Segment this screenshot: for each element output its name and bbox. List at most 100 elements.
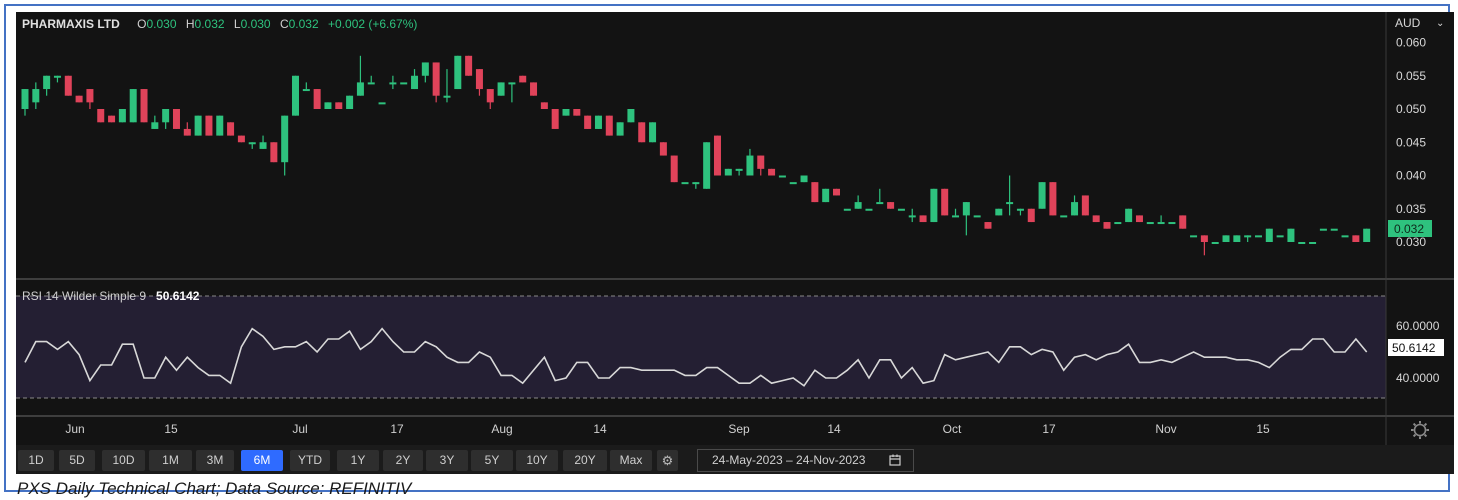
candle	[692, 182, 700, 189]
price-tick-label: 0.045	[1396, 135, 1426, 149]
candle-body	[86, 89, 94, 103]
timeframe-button-1m[interactable]: 1M	[149, 450, 192, 471]
candle-body	[1168, 222, 1176, 225]
candle-body	[1276, 235, 1284, 238]
timeframe-button-20y[interactable]: 20Y	[563, 450, 607, 471]
candle	[227, 122, 235, 136]
timeframe-button-max[interactable]: Max	[610, 450, 652, 471]
candle	[962, 202, 970, 236]
candle	[941, 188, 949, 216]
candle	[1363, 228, 1371, 242]
timeframe-button-10d[interactable]: 10D	[102, 450, 145, 471]
timeframe-button-1d[interactable]: 1D	[18, 450, 54, 471]
candle-body	[400, 82, 408, 85]
candle-body	[346, 95, 354, 109]
candle	[378, 102, 386, 105]
time-tick-label: Aug	[491, 422, 512, 436]
timeframe-button-6m[interactable]: 6M	[241, 450, 283, 471]
chart-area[interactable]: 0.060 0.055 0.050 0.045 0.040 0.035 0.030 60.0…	[16, 12, 1454, 474]
candle-body	[216, 115, 224, 136]
candle	[108, 115, 116, 123]
candle	[324, 102, 332, 109]
candle-body	[897, 208, 905, 211]
timeframe-toolbar: 1D 5D 10D 1M 3M 6M YTD 1Y 2Y 3Y 5Y 10Y 20Y Max ⚙ 24-M…	[16, 445, 1454, 474]
candle-body	[454, 55, 462, 90]
candle-body	[519, 75, 527, 83]
timeframe-button-3y[interactable]: 3Y	[426, 450, 468, 471]
candle-body	[995, 208, 1003, 216]
candle	[454, 55, 462, 90]
candle-body	[43, 75, 51, 90]
candle	[930, 188, 938, 223]
settings-icon: ⚙	[661, 453, 674, 468]
candle-body	[768, 168, 776, 176]
last-price-label: 0.032	[1394, 222, 1424, 236]
candle	[486, 89, 494, 109]
toolbar-settings-button[interactable]: ⚙	[657, 450, 678, 471]
candle	[140, 89, 148, 123]
candle-body	[140, 89, 148, 123]
candle-body	[97, 109, 105, 123]
candle-body	[53, 75, 61, 78]
candle-body	[757, 155, 765, 169]
candle	[1233, 235, 1241, 242]
candle-body	[205, 115, 213, 136]
candle-body	[843, 208, 851, 211]
candle	[952, 208, 960, 218]
candle	[53, 75, 61, 83]
candle	[335, 102, 343, 109]
candle	[822, 188, 830, 203]
candle-body	[1103, 222, 1111, 229]
high-value: 0.032	[194, 17, 225, 31]
candle	[778, 175, 786, 178]
rsi-legend: RSI 14 Wilder Simple 9 50.6142	[22, 289, 199, 303]
settings-gear-icon[interactable]	[1411, 421, 1429, 439]
timeframe-button-5d[interactable]: 5D	[59, 450, 95, 471]
candle-body	[21, 89, 29, 109]
candle-body	[616, 122, 624, 136]
candle-body	[1363, 228, 1371, 242]
candle-body	[1081, 195, 1089, 216]
candle-body	[703, 142, 711, 189]
timeframe-button-2y[interactable]: 2Y	[383, 450, 423, 471]
candle	[118, 109, 126, 123]
date-range-picker[interactable]: 24-May-2023 – 24-Nov-2023	[697, 449, 914, 472]
candle	[681, 182, 689, 185]
candle-body	[800, 175, 808, 183]
candle	[573, 109, 581, 116]
candle-body	[681, 182, 689, 185]
candle-body	[497, 82, 505, 96]
currency-selector[interactable]: AUD ⌄	[1395, 16, 1444, 30]
candle	[735, 168, 743, 176]
candle	[1222, 235, 1230, 242]
candle-body	[108, 115, 116, 123]
timeframe-button-ytd[interactable]: YTD	[290, 450, 330, 471]
candle	[475, 69, 483, 96]
candle	[833, 188, 840, 196]
candle-body	[270, 142, 278, 163]
timeframe-button-1y[interactable]: 1Y	[337, 450, 379, 471]
price-chart-svg[interactable]: 0.060 0.055 0.050 0.045 0.040 0.035 0.030 60.0…	[16, 12, 1454, 445]
candle-body	[1298, 242, 1306, 244]
timeframe-button-5y[interactable]: 5Y	[471, 450, 513, 471]
price-tick-label: 0.055	[1396, 69, 1426, 83]
candle-body	[1146, 222, 1154, 225]
candle-body	[789, 182, 797, 185]
candle	[270, 142, 278, 163]
candle-body	[1211, 242, 1219, 244]
candle-body	[649, 122, 657, 143]
candle	[302, 82, 310, 92]
candle-body	[75, 95, 83, 103]
candle-body	[281, 115, 289, 163]
time-tick-label: 15	[1256, 422, 1270, 436]
candle-body	[1006, 202, 1014, 205]
rsi-axis: 60.0000 40.0000	[1396, 319, 1440, 385]
price-tick-label: 0.060	[1396, 36, 1426, 50]
candle-body	[1038, 182, 1046, 209]
candle-body	[292, 75, 299, 116]
candle	[432, 62, 440, 103]
candle	[1114, 222, 1122, 225]
timeframe-button-10y[interactable]: 10Y	[516, 450, 558, 471]
timeframe-button-3m[interactable]: 3M	[196, 450, 234, 471]
candle	[1319, 228, 1327, 231]
